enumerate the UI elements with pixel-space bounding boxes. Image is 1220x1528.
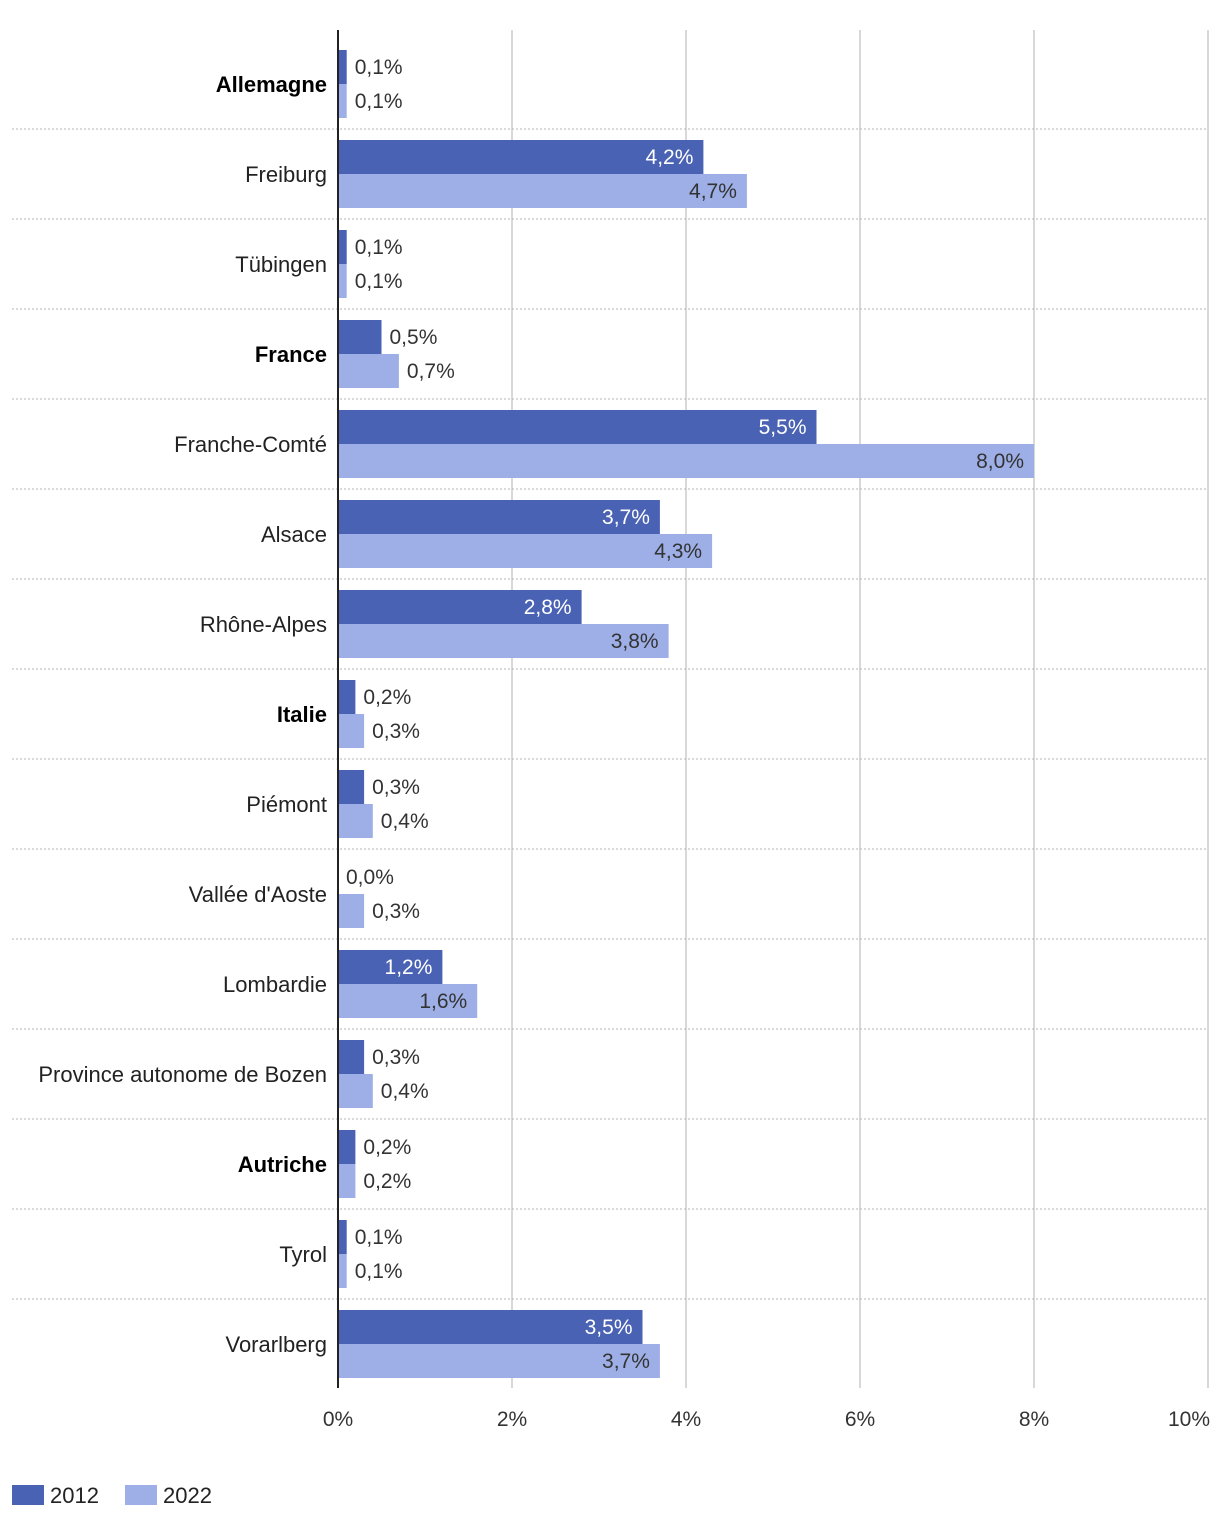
x-tick-label: 2% [497,1408,527,1431]
bar-2012 [338,320,382,354]
bar-2022 [338,444,1034,478]
data-label-2012: 0,2% [363,1136,411,1159]
bar-2022 [338,84,347,118]
data-label-2012: 0,3% [372,776,420,799]
data-label-2022: 0,3% [372,900,420,923]
row-separators [12,128,1208,1300]
data-label-2022: 0,2% [363,1170,411,1193]
category-labels: Allemagne Freiburg Tübingen France Franche-C… [38,72,327,1357]
group-label: Italie [277,702,327,727]
category-label: Tyrol [279,1242,327,1267]
category-label: Tübingen [235,252,327,277]
x-axis-ticks: 0% 2% 4% 6% 8% 10% [323,1408,1210,1431]
data-label-2012: 4,2% [646,146,694,169]
bar-2012 [338,230,347,264]
category-label: Vallée d'Aoste [189,882,327,907]
x-tick-label: 4% [671,1408,701,1431]
data-label-2012: 0,1% [355,1226,403,1249]
data-label-2012: 0,2% [363,686,411,709]
bar-2012 [338,410,817,444]
data-label-2022: 4,3% [654,540,702,563]
data-label-2022: 1,6% [419,990,467,1013]
category-label: Rhône-Alpes [200,612,327,637]
bar-2012 [338,140,704,174]
data-label-2022: 0,3% [372,720,420,743]
legend-label-2022: 2022 [163,1483,212,1508]
bar-2022 [338,354,399,388]
bar-2012 [338,500,660,534]
data-label-2012: 0,1% [355,56,403,79]
bar-2022 [338,1164,356,1198]
data-label-2022: 0,1% [355,90,403,113]
category-label: Alsace [261,522,327,547]
data-label-2012: 0,3% [372,1046,420,1069]
group-label: Autriche [238,1152,327,1177]
bar-2012 [338,1040,365,1074]
bar-2022 [338,264,347,298]
bar-2012 [338,770,365,804]
bar-2012 [338,680,356,714]
data-label-2022: 0,1% [355,270,403,293]
bar-2022 [338,714,365,748]
category-label: Franche-Comté [174,432,327,457]
bar-2012 [338,1310,643,1344]
legend: 2012 2022 [12,1483,212,1508]
data-label-2022: 4,7% [689,180,737,203]
bars: 0,1% 0,1% 4,2% 4,7% 0,1% 0,1% 0,5% 0,7% 5,5% 8,0%… [338,50,1034,1378]
category-label: Province autonome de Bozen [38,1062,327,1087]
data-label-2012: 2,8% [524,596,572,619]
bar-2012 [338,50,347,84]
x-tick-label: 10% [1168,1408,1210,1431]
legend-label-2012: 2012 [50,1483,99,1508]
data-label-2022: 0,4% [381,1080,429,1103]
bar-2012 [338,1220,347,1254]
bar-2022 [338,1254,347,1288]
data-label-2012: 5,5% [759,416,807,439]
bar-2022 [338,534,713,568]
bar-2022 [338,174,747,208]
bar-2022 [338,804,373,838]
legend-swatch-2012 [12,1485,44,1505]
data-label-2012: 0,0% [346,866,394,889]
bar-2022 [338,984,478,1018]
legend-swatch-2022 [125,1485,157,1505]
category-label: Lombardie [223,972,327,997]
group-label: Allemagne [216,72,327,97]
data-label-2012: 3,5% [585,1316,633,1339]
bar-2022 [338,1344,660,1378]
grid-lines [511,30,1209,1388]
data-label-2012: 3,7% [602,506,650,529]
bar-2012 [338,1130,356,1164]
group-label: France [255,342,327,367]
data-label-2022: 0,4% [381,810,429,833]
data-label-2022: 3,7% [602,1350,650,1373]
x-tick-label: 8% [1019,1408,1049,1431]
bar-2012 [338,950,443,984]
bar-2022 [338,1074,373,1108]
data-label-2012: 0,1% [355,236,403,259]
data-label-2012: 1,2% [385,956,433,979]
x-tick-label: 6% [845,1408,875,1431]
category-label: Freiburg [245,162,327,187]
data-label-2022: 8,0% [976,450,1024,473]
data-label-2022: 0,1% [355,1260,403,1283]
bar-2022 [338,894,365,928]
data-label-2022: 0,7% [407,360,455,383]
category-label: Piémont [246,792,327,817]
data-label-2012: 0,5% [390,326,438,349]
category-label: Vorarlberg [225,1332,327,1357]
data-label-2022: 3,8% [611,630,659,653]
bar-2022 [338,624,669,658]
bar-2012 [338,590,582,624]
x-tick-label: 0% [323,1408,353,1431]
